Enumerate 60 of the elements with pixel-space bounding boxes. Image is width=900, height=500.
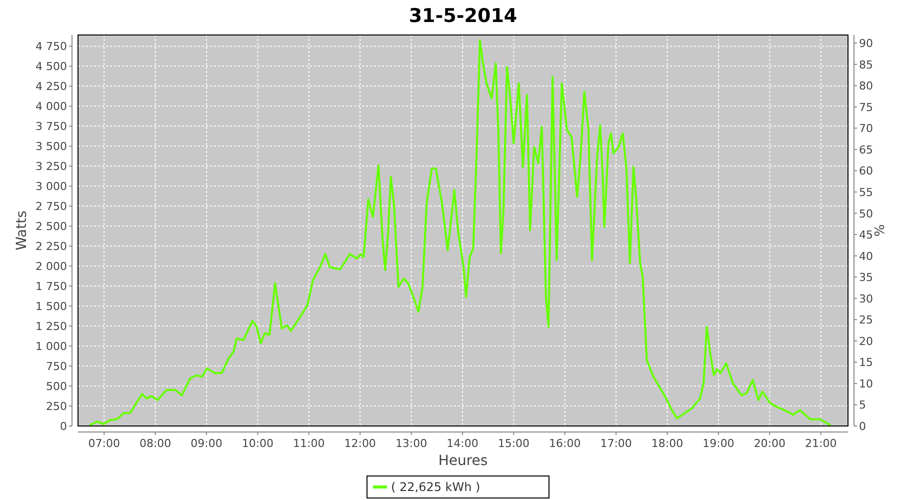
x-tick-label: 09:00 [190,437,222,450]
x-tick-label: 14:00 [446,437,478,450]
x-tick-label: 19:00 [702,437,734,450]
y-tick-label: 250 [46,400,67,414]
y2-tick-label: 5 [859,398,866,412]
y2-tick-label: 10 [859,377,873,390]
x-tick-label: 12:00 [344,437,376,450]
y2-tick-label: 75 [859,100,873,114]
x-tick-label: 11:00 [293,437,325,450]
y2-tick-label: 70 [859,122,873,136]
y-tick-label: 4 500 [36,60,67,74]
chart-title: 31-5-2014 [408,5,518,27]
x-tick-label: 15:00 [498,437,530,450]
y-tick-label: 2 250 [36,240,67,254]
y2-tick-label: 35 [859,271,873,284]
y2-tick-label: 20 [859,334,873,348]
x-tick-label: 13:00 [395,437,428,450]
y-tick-label: 1 500 [36,300,67,314]
legend-label: ( 22,625 kWh ) [391,480,480,494]
x-axis-title: Heures [438,453,488,469]
y2-axis-title: % [873,224,888,237]
x-tick-label: 16:00 [549,437,581,450]
y-tick-label: 2 000 [36,260,67,274]
x-tick-label: 20:00 [754,437,786,450]
y2-tick-label: 80 [859,80,873,93]
y-tick-label: 2 750 [36,200,67,214]
y2-tick-label: 85 [859,58,873,72]
y2-tick-label: 65 [859,143,873,156]
x-tick-label: 21:00 [805,437,837,450]
y-tick-label: 750 [46,360,67,374]
y-axis-title: Watts [14,210,30,250]
y-tick-label: 1 250 [36,320,67,334]
y2-tick-label: 15 [859,356,873,370]
x-tick-label: 08:00 [139,437,172,450]
y-tick-label: 3 250 [36,160,67,174]
y-tick-label: 4 250 [36,80,67,94]
x-tick-label: 07:00 [88,437,120,450]
y-tick-label: 1 750 [36,280,67,294]
y-tick-label: 3 500 [36,140,67,154]
y-tick-label: 0 [60,420,67,433]
line-series [89,39,832,426]
x-tick-label: 17:00 [600,437,632,450]
y-tick-label: 500 [46,380,67,394]
y-tick-label: 3 750 [36,120,67,134]
y2-tick-label: 45 [859,228,873,242]
y-tick-label: 1 000 [36,340,67,354]
y2-tick-label: 50 [859,207,873,220]
y2-tick-label: 25 [859,314,873,327]
y2-tick-label: 55 [859,186,873,199]
y-tick-label: 4 750 [36,40,67,54]
y2-tick-label: 60 [859,164,873,178]
y-tick-label: 4 000 [36,100,67,114]
y-tick-label: 2 500 [36,220,67,234]
y2-tick-label: 90 [859,37,873,50]
y-tick-label: 3 000 [36,180,67,194]
y2-tick-label: 40 [859,250,873,263]
x-tick-label: 10:00 [242,437,274,450]
y2-tick-label: 0 [859,420,866,433]
y2-tick-label: 30 [859,292,873,306]
x-tick-label: 18:00 [651,437,684,450]
